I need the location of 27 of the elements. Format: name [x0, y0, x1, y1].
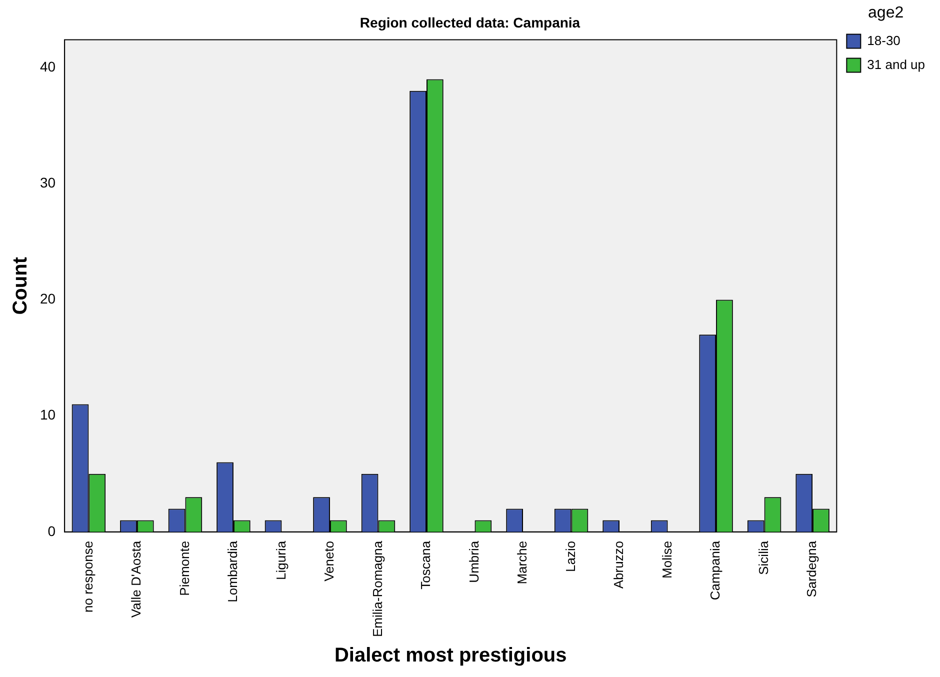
legend-label: 18-30 — [867, 32, 900, 48]
x-tick-label: Liguria — [273, 540, 288, 580]
y-tick-label: 40 — [40, 58, 56, 75]
chart-title: Region collected data: Campania — [360, 14, 580, 30]
legend-title: age2 — [868, 4, 904, 22]
x-tick-label: no response — [80, 540, 96, 612]
y-tick-label: 20 — [40, 290, 56, 307]
x-tick-label: Campania — [708, 540, 723, 600]
x-tick-label: Abruzzo — [611, 540, 626, 589]
x-tick-label: Sardegna — [804, 540, 820, 598]
x-tick-label: Toscana — [418, 540, 434, 590]
x-tick-label: Lazio — [562, 540, 578, 572]
x-tick-label: Marche — [514, 540, 530, 584]
x-tick-label: Lombardia — [225, 540, 240, 602]
legend-label: 31 and up — [867, 56, 926, 72]
x-tick-label: Emilia-Romagna — [370, 540, 385, 638]
y-axis-title: Count — [10, 256, 32, 315]
x-tick-label: Sicilia — [756, 540, 771, 575]
y-tick-label: 30 — [40, 174, 56, 191]
y-tick-label: 0 — [48, 522, 56, 539]
x-tick-label: Molise — [659, 540, 674, 578]
x-tick-label: Piemonte — [176, 540, 192, 596]
x-tick-label: Valle D'Aosta — [128, 540, 144, 618]
y-tick-label: 10 — [40, 406, 56, 423]
x-tick-label: Veneto — [322, 540, 337, 582]
x-tick-label: Umbria — [466, 540, 482, 583]
x-axis-title: Dialect most prestigious — [334, 644, 567, 667]
